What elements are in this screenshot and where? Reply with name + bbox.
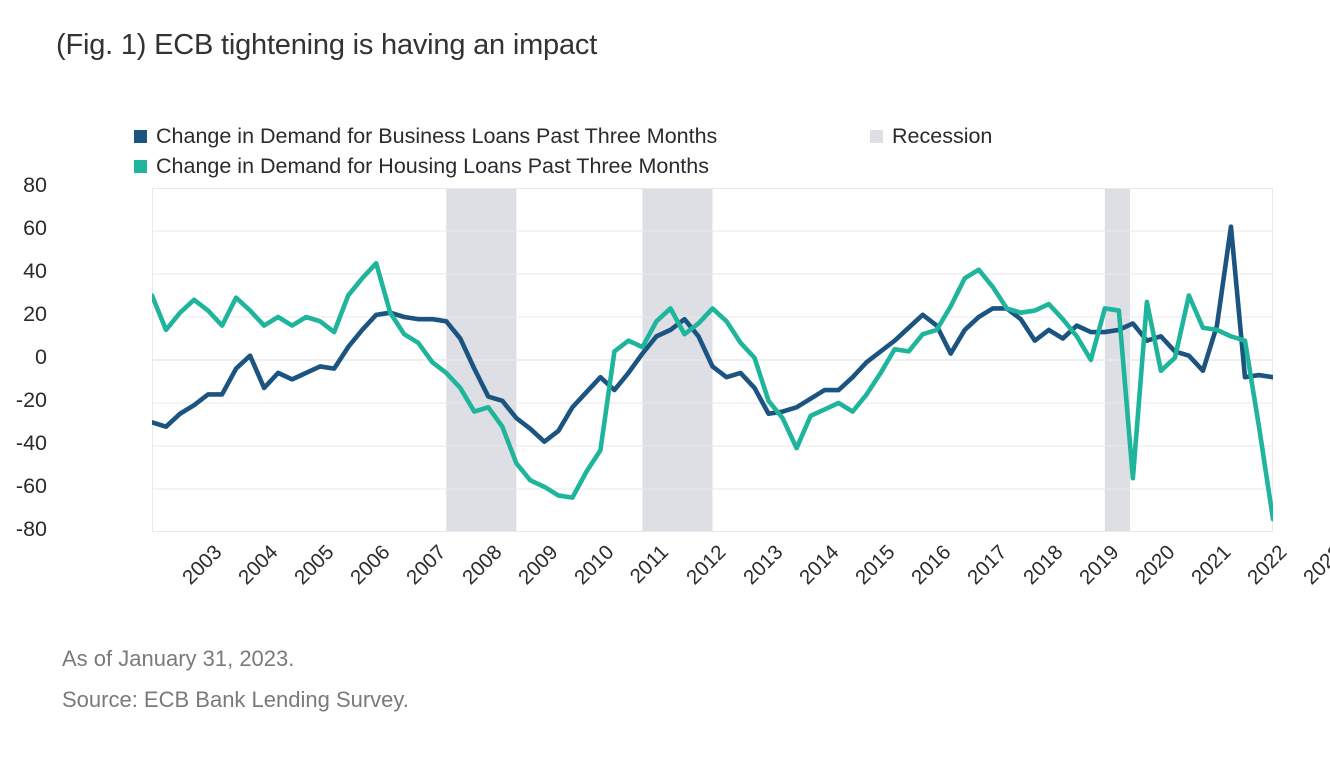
x-tick-label: 2013 bbox=[738, 540, 787, 590]
legend-label-recession: Recession bbox=[892, 124, 993, 148]
footnote-as-of: As of January 31, 2023. bbox=[62, 646, 295, 671]
y-tick-label: 20 bbox=[23, 302, 47, 326]
y-tick-label: -20 bbox=[15, 388, 47, 412]
series-line-business bbox=[152, 224, 1273, 444]
x-tick-label: 2008 bbox=[458, 540, 507, 590]
plot-border bbox=[152, 188, 1273, 532]
series-line-housing bbox=[152, 260, 1273, 522]
page-title: (Fig. 1) ECB tightening is having an imp… bbox=[56, 29, 598, 61]
y-tick-label: 60 bbox=[23, 216, 47, 240]
x-tick-label: 2004 bbox=[233, 540, 283, 590]
x-tick-label: 2003 bbox=[177, 540, 227, 590]
x-tick-label: 2016 bbox=[906, 540, 956, 590]
x-tick-label: 2014 bbox=[794, 540, 844, 590]
x-tick-label: 2011 bbox=[625, 540, 674, 589]
x-tick-label: 2020 bbox=[1130, 540, 1180, 590]
y-tick-label: -40 bbox=[15, 431, 47, 455]
legend-swatch-housing-icon bbox=[134, 160, 147, 174]
x-tick-label: 2019 bbox=[1074, 540, 1124, 590]
x-tick-label: 2021 bbox=[1186, 540, 1236, 590]
x-tick-label: 2018 bbox=[1018, 540, 1068, 590]
plot-area bbox=[152, 188, 1273, 532]
x-tick-label: 2006 bbox=[346, 540, 395, 590]
footnote-source: Source: ECB Bank Lending Survey. bbox=[62, 687, 409, 712]
x-tick-label: 2012 bbox=[682, 540, 731, 590]
legend-item-recession[interactable]: Recession bbox=[870, 124, 993, 148]
x-tick-label: 2009 bbox=[514, 540, 563, 590]
x-tick-label: 2015 bbox=[850, 540, 900, 590]
x-tick-label: 2005 bbox=[290, 540, 339, 590]
legend-label-housing: Change in Demand for Housing Loans Past … bbox=[156, 154, 709, 178]
chart-legend: Change in Demand for Business Loans Past… bbox=[134, 124, 1134, 182]
x-tick-label: 2010 bbox=[570, 540, 619, 590]
y-tick-label: 80 bbox=[23, 173, 47, 197]
x-tick-label: 2007 bbox=[402, 540, 451, 590]
legend-swatch-recession-icon bbox=[870, 130, 883, 144]
y-tick-label: -60 bbox=[15, 474, 47, 498]
chart-svg bbox=[152, 188, 1273, 532]
y-tick-label: 0 bbox=[35, 345, 47, 369]
legend-label-business: Change in Demand for Business Loans Past… bbox=[156, 124, 718, 148]
x-tick-label: 2023 bbox=[1298, 540, 1330, 590]
y-tick-label: 40 bbox=[23, 259, 47, 283]
legend-item-housing[interactable]: Change in Demand for Housing Loans Past … bbox=[134, 154, 709, 178]
y-tick-label: -80 bbox=[15, 517, 47, 541]
legend-swatch-business-icon bbox=[134, 130, 147, 144]
figure-footnotes: As of January 31, 2023. Source: ECB Bank… bbox=[62, 648, 409, 730]
x-tick-label: 2017 bbox=[962, 540, 1012, 590]
legend-item-business[interactable]: Change in Demand for Business Loans Past… bbox=[134, 124, 718, 148]
x-tick-label: 2022 bbox=[1242, 540, 1292, 590]
